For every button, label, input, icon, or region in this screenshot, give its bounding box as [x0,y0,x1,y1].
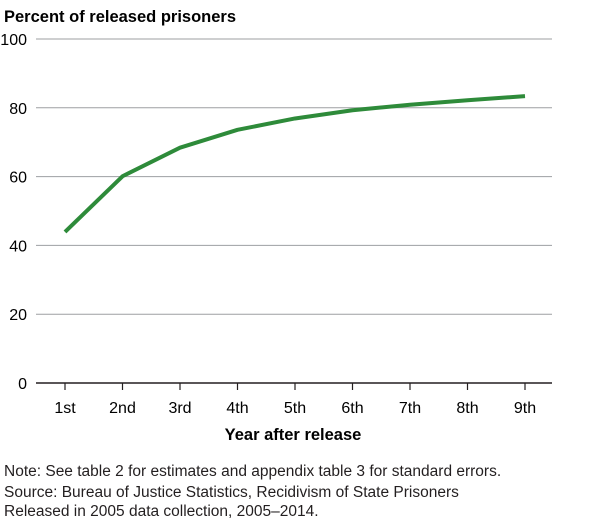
x-tick-label: 8th [456,400,478,417]
notes-block: Note: See table 2 for estimates and appe… [4,462,596,523]
series-line [63,94,526,234]
x-tick-label: 2nd [109,400,136,417]
y-tick-label: 40 [9,238,27,255]
y-tick-label: 20 [9,307,27,324]
x-tick-label: 7th [399,400,421,417]
x-axis-label: Year after release [225,426,362,444]
y-tick-label: 80 [9,101,27,118]
x-tick-label: 1st [54,400,76,417]
y-tick-label: 100 [0,32,27,49]
x-tick-label: 3rd [168,400,191,417]
x-tick-label: 4th [226,400,248,417]
y-axis-label: Percent of released prisoners [4,8,236,26]
x-axis: 1st 2nd 3rd 4th 5th 6th 7th 8th 9th [54,383,536,417]
x-tick-label: 5th [284,400,306,417]
gridlines [36,38,552,384]
y-tick-label: 0 [18,376,27,393]
x-tick-label: 9th [514,400,536,417]
y-tick-label: 60 [9,170,27,187]
x-tick-label: 6th [341,400,363,417]
series-layer [63,94,526,234]
y-tick-labels: 0 20 40 60 80 100 [0,32,27,393]
source-text: Source: Bureau of Justice Statistics, Re… [4,484,459,520]
note-text: Note: See table 2 for estimates and appe… [4,463,502,480]
